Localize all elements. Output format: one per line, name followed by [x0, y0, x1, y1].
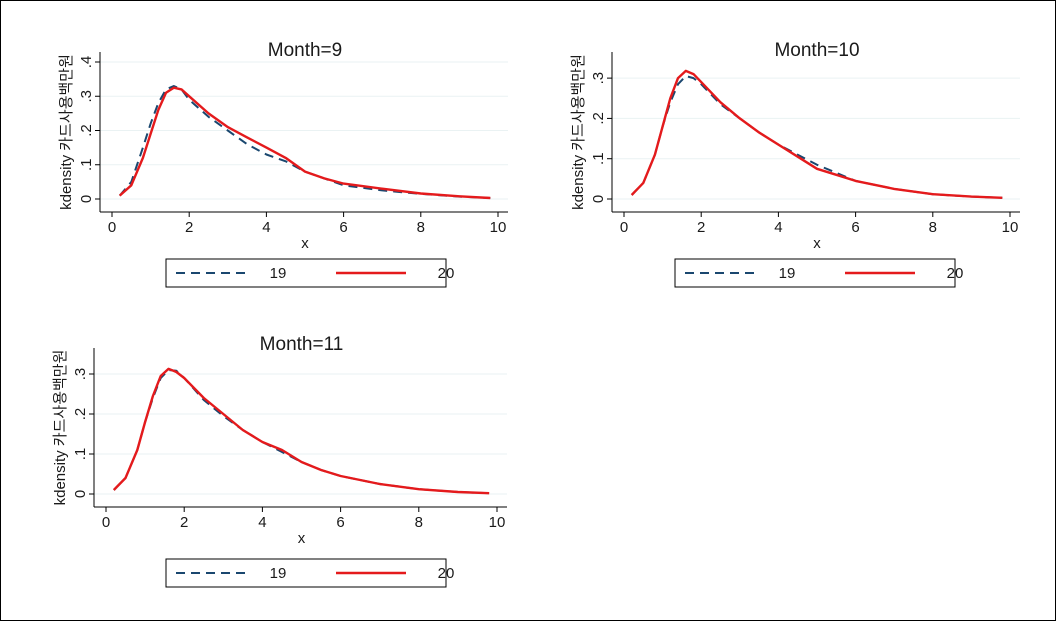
panel-title: Month=9: [268, 40, 342, 61]
y-tick-label: .2: [590, 112, 607, 125]
x-axis-label: x: [301, 235, 309, 252]
x-tick-label: 10: [1002, 219, 1019, 236]
x-tick-label: 8: [417, 219, 425, 236]
y-tick-label: .2: [72, 408, 89, 421]
panel-month-10: 0 .1 .2 .3 0 2 4 6 8 10 Month=10 x kdensity 카드사용백만원 1…: [570, 40, 1020, 288]
x-tick-label: 4: [774, 219, 782, 236]
y-tick-label: .3: [590, 72, 607, 85]
panel-month-11: 0 .1 .2 .3 0 2 4 6 8 10 Month=11 x kdensity 카드사용백만원 1…: [52, 334, 507, 588]
legend-label-19: 19: [270, 265, 287, 282]
x-tick-label: 2: [180, 514, 188, 531]
panel-title: Month=11: [260, 334, 344, 355]
y-axis-label: kdensity 카드사용백만원: [570, 54, 587, 210]
y-axis-label: kdensity 카드사용백만원: [52, 350, 69, 506]
panel-title: Month=10: [774, 40, 859, 61]
x-tick-label: 2: [185, 219, 193, 236]
x-tick-label: 10: [489, 514, 506, 531]
x-axis-label: x: [813, 235, 821, 252]
y-tick-label: 0: [78, 195, 95, 203]
series-line-19: [113, 369, 490, 495]
legend-label-19: 19: [779, 265, 796, 282]
x-tick-label: 6: [339, 219, 347, 236]
x-tick-label: 2: [697, 219, 705, 236]
y-tick-label: .1: [590, 152, 607, 165]
y-tick-label: .1: [72, 448, 89, 461]
x-axis-label: x: [298, 530, 306, 547]
legend-label-20: 20: [438, 265, 455, 282]
panel-month-9: 0 .1 .2 .3 .4 0 2 4 6 8 10 Month=9 x kdensity 카드사용백만원…: [58, 40, 508, 288]
x-tick-label: 4: [258, 514, 266, 531]
x-tick-label: 10: [490, 219, 507, 236]
x-tick-label: 6: [851, 219, 859, 236]
legend-label-20: 20: [438, 565, 455, 582]
x-tick-label: 0: [102, 514, 110, 531]
x-tick-label: 0: [108, 219, 116, 236]
y-tick-label: .3: [72, 368, 89, 381]
series-line-19: [118, 85, 491, 199]
legend-label-20: 20: [947, 265, 964, 282]
series-line-20: [112, 367, 490, 495]
x-tick-label: 8: [929, 219, 937, 236]
y-tick-label: .1: [78, 158, 95, 171]
x-tick-label: 8: [415, 514, 423, 531]
x-tick-label: 4: [262, 219, 270, 236]
y-tick-label: 0: [590, 195, 607, 203]
series-line-20: [118, 86, 491, 200]
series-line-20: [630, 69, 1003, 199]
x-tick-label: 6: [336, 514, 344, 531]
y-tick-label: .4: [78, 56, 95, 69]
x-tick-label: 0: [620, 219, 628, 236]
legend-label-19: 19: [270, 565, 287, 582]
y-tick-label: .2: [78, 124, 95, 137]
y-tick-label: .3: [78, 90, 95, 103]
y-tick-label: 0: [72, 490, 89, 498]
y-axis-label: kdensity 카드사용백만원: [58, 54, 75, 210]
series-line-19: [630, 75, 1003, 199]
